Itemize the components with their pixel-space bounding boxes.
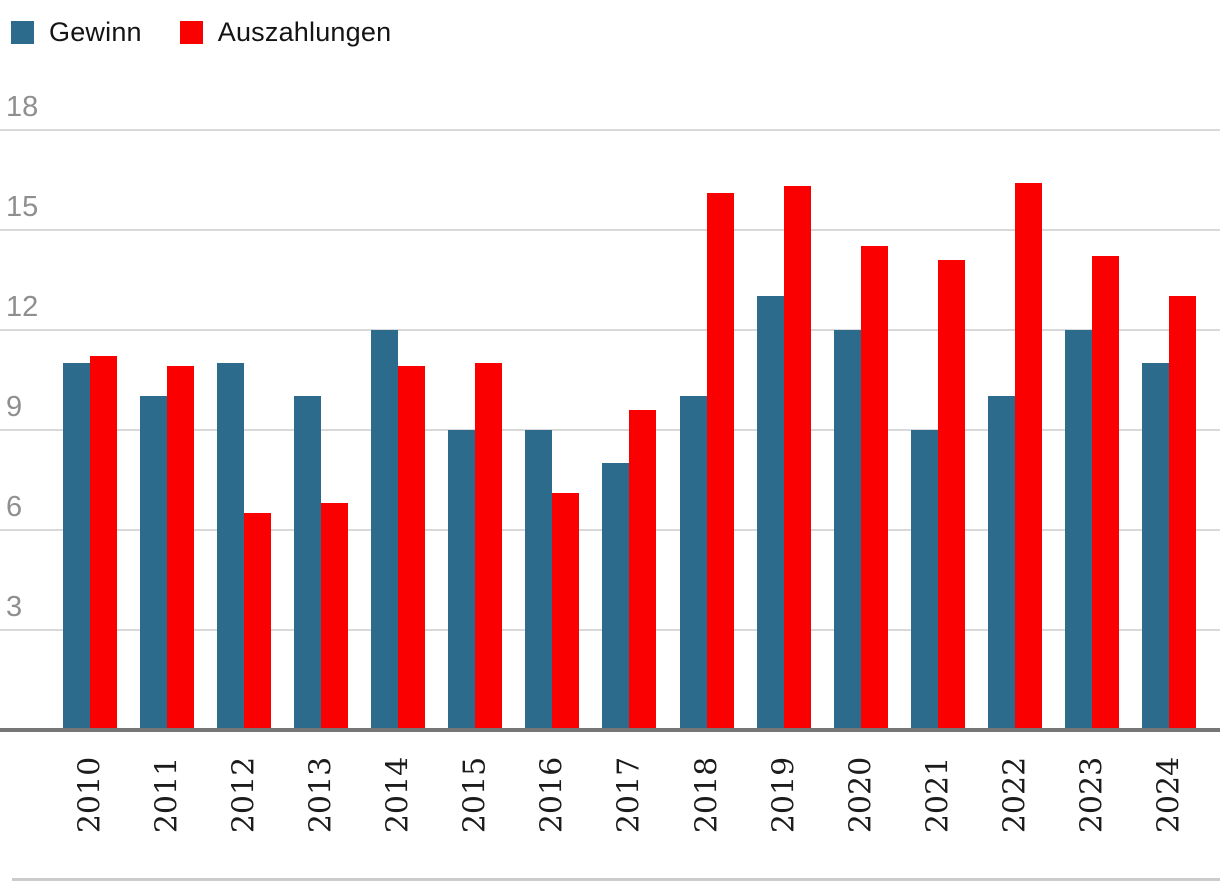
legend-label-auszahlungen: Auszahlungen (217, 17, 392, 47)
x-tick-label-2011: 2011 (149, 756, 185, 834)
x-tick-label-2012: 2012 (226, 756, 262, 834)
bar-auszahlungen-2015 (475, 362, 502, 730)
bar-auszahlungen-2014 (398, 366, 425, 730)
bar-auszahlungen-2021 (938, 259, 965, 730)
x-tick-label-2018: 2018 (689, 756, 725, 834)
bar-gewinn-2015 (448, 429, 475, 730)
bar-gewinn-2019 (757, 296, 784, 730)
gridline-18 (0, 128, 1220, 131)
x-tick-label-2024: 2024 (1151, 756, 1187, 834)
x-tick-label-2021: 2021 (920, 756, 956, 834)
auszahlungen-swatch-icon (179, 21, 203, 44)
y-tick-label-18: 18 (6, 90, 39, 123)
x-tick-label-2017: 2017 (611, 756, 647, 834)
y-tick-label-9: 9 (6, 390, 23, 423)
x-tick-label-2013: 2013 (303, 756, 339, 834)
bar-gewinn-2010 (63, 362, 90, 730)
bar-gewinn-2018 (680, 396, 707, 730)
x-tick-label-2022: 2022 (997, 756, 1033, 834)
bar-auszahlungen-2018 (707, 192, 734, 730)
y-tick-label-12: 12 (6, 290, 39, 323)
legend: Gewinn Auszahlungen (11, 17, 391, 48)
bar-gewinn-2022 (988, 396, 1015, 730)
bar-gewinn-2017 (602, 462, 629, 730)
bar-gewinn-2021 (911, 429, 938, 730)
gridline-12 (0, 328, 1220, 331)
x-tick-label-2014: 2014 (380, 756, 416, 834)
x-tick-label-2020: 2020 (843, 756, 879, 834)
bar-auszahlungen-2022 (1015, 182, 1042, 730)
bar-auszahlungen-2012 (244, 512, 271, 730)
bar-gewinn-2023 (1065, 329, 1092, 730)
bar-gewinn-2012 (217, 362, 244, 730)
bar-auszahlungen-2017 (629, 409, 656, 730)
bar-auszahlungen-2016 (552, 492, 579, 730)
x-axis-line (0, 728, 1220, 732)
gridline-9 (0, 428, 1220, 431)
bar-auszahlungen-2023 (1092, 256, 1119, 730)
bar-auszahlungen-2020 (861, 246, 888, 730)
legend-label-gewinn: Gewinn (49, 17, 142, 47)
bar-auszahlungen-2013 (321, 502, 348, 730)
bar-gewinn-2011 (140, 396, 167, 730)
bar-auszahlungen-2024 (1169, 296, 1196, 730)
bar-auszahlungen-2011 (167, 366, 194, 730)
bottom-separator (12, 878, 1220, 881)
bar-auszahlungen-2010 (90, 356, 117, 730)
bar-gewinn-2013 (294, 396, 321, 730)
bar-gewinn-2024 (1142, 362, 1169, 730)
bar-gewinn-2014 (371, 329, 398, 730)
y-tick-label-3: 3 (6, 590, 23, 623)
y-tick-label-15: 15 (6, 190, 39, 223)
legend-item-auszahlungen: Auszahlungen (179, 17, 392, 48)
bar-auszahlungen-2019 (784, 186, 811, 730)
bar-gewinn-2016 (525, 429, 552, 730)
gridline-15 (0, 228, 1220, 231)
x-tick-label-2010: 2010 (72, 756, 108, 834)
x-tick-label-2016: 2016 (534, 756, 570, 834)
x-tick-label-2019: 2019 (766, 756, 802, 834)
y-tick-label-6: 6 (6, 490, 23, 523)
bar-gewinn-2020 (834, 329, 861, 730)
x-tick-label-2023: 2023 (1074, 756, 1110, 834)
legend-item-gewinn: Gewinn (11, 17, 142, 48)
gewinn-swatch-icon (11, 21, 34, 44)
x-tick-label-2015: 2015 (457, 756, 493, 834)
